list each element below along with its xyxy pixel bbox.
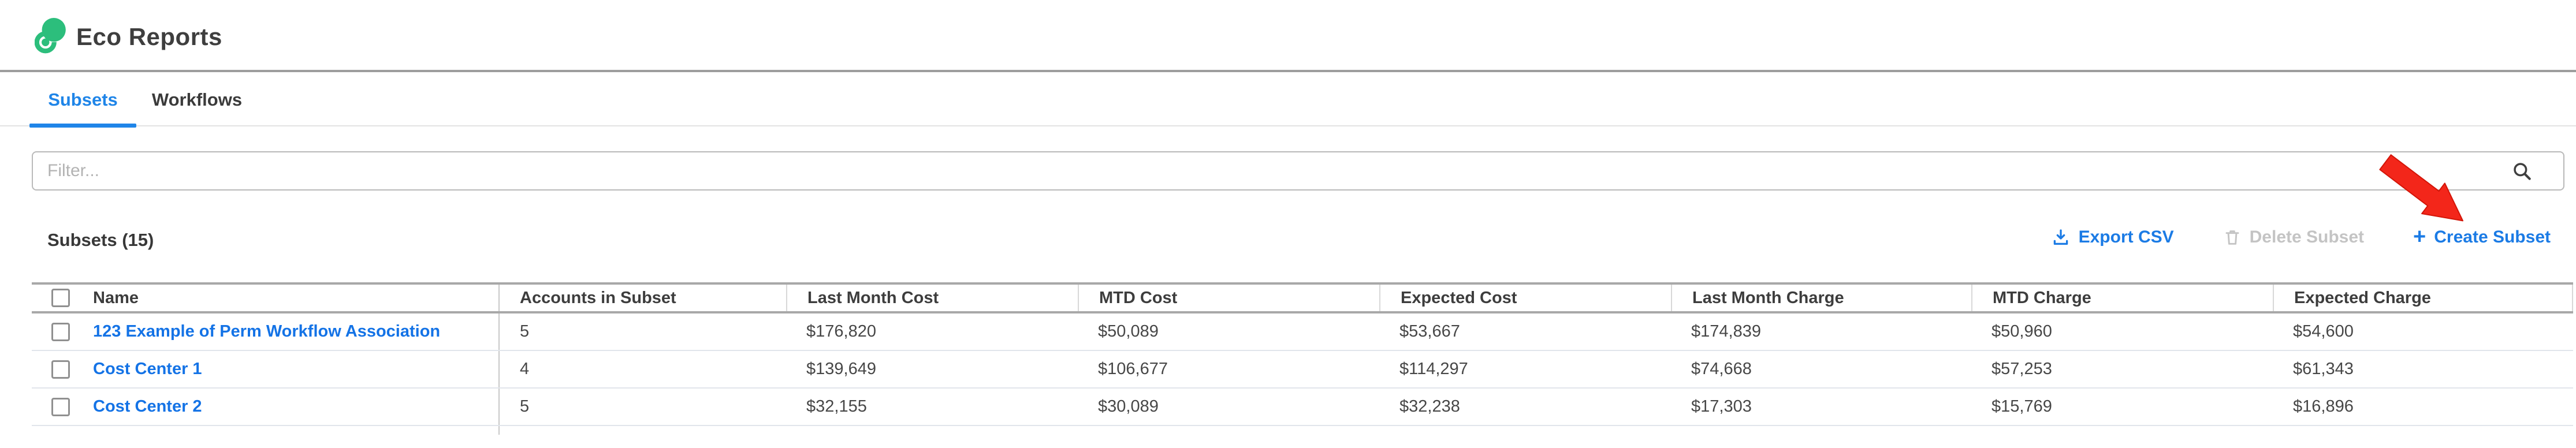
last-month-charge-cell: $174,839 <box>1691 322 1761 341</box>
table-header-row: Name Accounts in Subset Last Month Cost … <box>32 282 2573 313</box>
column-header-expected-charge: Expected Charge <box>2273 285 2573 311</box>
search-icon <box>2514 163 2531 180</box>
accounts-in-subset-cell: 5 <box>520 322 530 341</box>
eco-logo-icon <box>35 18 66 54</box>
row-checkbox[interactable] <box>51 360 70 379</box>
accounts-in-subset-cell: 5 <box>520 397 530 416</box>
name-cell: 123 Example of Perm Workflow Association <box>32 313 500 350</box>
mtd-cost-cell: $30,089 <box>1098 397 1159 416</box>
trash-icon <box>2225 230 2239 245</box>
mtd-charge-cell: $15,769 <box>1991 397 2052 416</box>
name-cell: Cost Center 1 <box>32 351 500 387</box>
column-header-last-month-charge: Last Month Charge <box>1671 285 1971 311</box>
subsets-count-title: Subsets (15) <box>47 230 154 250</box>
column-header-expected-cost: Expected Cost <box>1379 285 1671 311</box>
create-subset-button[interactable]: + Create Subset <box>2413 225 2551 249</box>
accounts-in-subset-cell: 4 <box>520 360 530 378</box>
expected-charge-cell: $54,600 <box>2293 322 2354 341</box>
export-csv-button[interactable]: Export CSV <box>2051 227 2174 247</box>
tab-underline-track <box>0 125 2576 126</box>
table-row: Cost Center 1 4 $139,649 $106,677 $114,2… <box>32 351 2573 389</box>
name-cell: Cost Center 2 <box>32 389 500 425</box>
page-title: Eco Reports <box>76 23 222 50</box>
table-actions: Export CSV Delete Subset + Create Subset <box>2051 225 2551 249</box>
subset-name-link[interactable]: Cost Center 1 <box>93 360 202 378</box>
app-header: Eco Reports <box>0 0 2576 70</box>
delete-subset-label: Delete Subset <box>2249 227 2365 247</box>
mtd-charge-cell: $50,960 <box>1991 322 2052 341</box>
subsets-table: Name Accounts in Subset Last Month Cost … <box>32 282 2573 435</box>
column-header-mtd-charge: MTD Charge <box>1971 285 2273 311</box>
export-csv-label: Export CSV <box>2078 227 2174 247</box>
tab-subsets[interactable]: Subsets <box>48 89 118 110</box>
column-header-last-month-cost: Last Month Cost <box>786 285 1078 311</box>
filter-bar <box>32 151 2564 191</box>
row-checkbox[interactable] <box>51 322 70 341</box>
header-divider <box>0 70 2576 72</box>
tab-workflows[interactable]: Workflows <box>151 89 243 110</box>
expected-cost-cell: $53,667 <box>1399 322 1460 341</box>
row-checkbox[interactable] <box>51 397 70 416</box>
active-tab-indicator <box>29 124 136 128</box>
column-header-accounts-in-subset: Accounts in Subset <box>520 288 676 307</box>
column-header-name: Name <box>32 285 500 311</box>
expected-cost-cell: $32,238 <box>1399 397 1460 416</box>
last-month-charge-cell: $17,303 <box>1691 397 1752 416</box>
subset-name-link[interactable]: 123 Example of Perm Workflow Association <box>93 322 441 341</box>
table-row: 123 Example of Perm Workflow Association… <box>32 313 2573 351</box>
subset-name-link[interactable]: Cost Center 2 <box>93 397 202 416</box>
mtd-cost-cell: $106,677 <box>1098 360 1168 378</box>
last-month-cost-cell: $32,155 <box>806 397 867 416</box>
table-row: Cost Center 2 5 $32,155 $30,089 $32,238 … <box>32 389 2573 426</box>
expected-charge-cell: $61,343 <box>2293 360 2354 378</box>
filter-input[interactable] <box>33 152 2563 189</box>
last-month-charge-cell: $74,668 <box>1691 360 1752 378</box>
expected-charge-cell: $16,896 <box>2293 397 2354 416</box>
plus-icon: + <box>2413 225 2426 249</box>
select-all-checkbox[interactable] <box>51 289 70 307</box>
tab-bar: Subsets Workflows <box>0 72 2576 128</box>
column-header-mtd-cost: MTD Cost <box>1078 285 1379 311</box>
mtd-cost-cell: $50,089 <box>1098 322 1159 341</box>
last-month-cost-cell: $139,649 <box>806 360 876 378</box>
name-column-tail-divider <box>498 426 500 435</box>
expected-cost-cell: $114,297 <box>1399 360 1468 378</box>
download-icon <box>2053 229 2068 245</box>
mtd-charge-cell: $57,253 <box>1991 360 2052 378</box>
table-body: 123 Example of Perm Workflow Association… <box>32 313 2573 426</box>
delete-subset-button[interactable]: Delete Subset <box>2223 227 2364 247</box>
last-month-cost-cell: $176,820 <box>806 322 876 341</box>
create-subset-label: Create Subset <box>2434 227 2551 247</box>
